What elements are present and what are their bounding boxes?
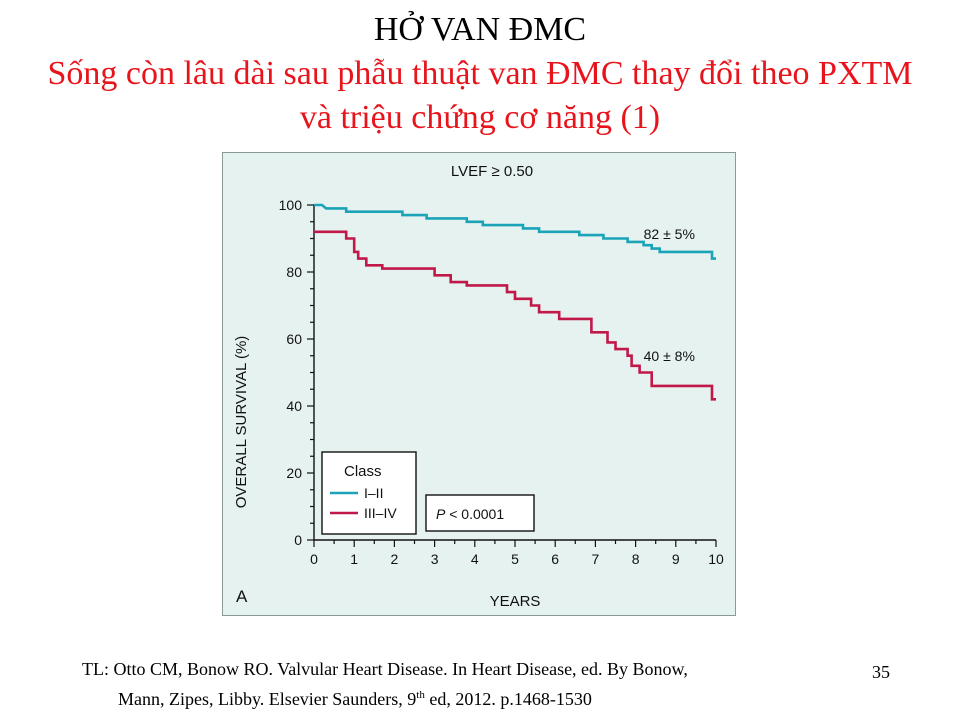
reference-line-2-start: Mann, Zipes, Libby. Elsevier Saunders, 9 [118, 689, 417, 709]
x-tick-label: 5 [511, 551, 519, 567]
x-tick-label: 2 [391, 551, 399, 567]
y-tick-label: 0 [294, 532, 302, 548]
survival-chart: LVEF ≥ 0.50 A YEARS OVERALL SURVIVAL (%)… [222, 152, 736, 616]
panel-label: A [236, 587, 248, 606]
reference-line-1: TL: Otto CM, Bonow RO. Valvular Heart Di… [82, 659, 688, 679]
y-tick-label: 40 [286, 398, 302, 414]
p-value-text: P < 0.0001 [436, 506, 504, 522]
y-tick-label: 20 [286, 465, 302, 481]
legend-label-class-iii-iv: III–IV [364, 505, 397, 521]
x-tick-label: 6 [551, 551, 559, 567]
reference: TL: Otto CM, Bonow RO. Valvular Heart Di… [82, 656, 842, 712]
x-tick-label: 9 [672, 551, 680, 567]
x-axis-label: YEARS [490, 593, 541, 610]
y-tick-label: 60 [286, 331, 302, 347]
slide-number: 35 [872, 662, 890, 682]
x-tick-label: 10 [708, 551, 724, 567]
legend-title: Class [344, 463, 382, 480]
series-line-class-iii-iv [314, 230, 716, 401]
legend: Class I–II III–IV [321, 451, 417, 535]
reference-line-2: Mann, Zipes, Libby. Elsevier Saunders, 9… [82, 682, 842, 712]
slide-title: HỞ VAN ĐMC [373, 11, 587, 48]
p-value-box: P < 0.0001 [425, 494, 535, 532]
x-tick-label: 4 [471, 551, 479, 567]
x-tick-label: 8 [632, 551, 640, 567]
x-tick-label: 0 [310, 551, 318, 567]
chart-background [222, 152, 736, 616]
slide-subtitle: Sống còn lâu dài sau phẫu thuật van ĐMC … [47, 55, 913, 136]
reference-line-2-end: ed, 2012. p.1468-1530 [424, 689, 592, 709]
series-end-label-class-iii-iv: 40 ± 8% [644, 348, 695, 364]
y-tick-label: 80 [286, 264, 302, 280]
p-value-symbol: P [436, 506, 446, 522]
p-value-rest: < 0.0001 [445, 506, 504, 522]
reference-edition-suffix: th [416, 689, 425, 701]
y-tick-label: 100 [279, 197, 303, 213]
x-tick-label: 1 [350, 551, 358, 567]
survival-chart-svg: LVEF ≥ 0.50 A YEARS OVERALL SURVIVAL (%)… [222, 152, 736, 616]
legend-label-class-i-ii: I–II [364, 485, 383, 501]
y-axis-label: OVERALL SURVIVAL (%) [233, 336, 250, 509]
series-line-class-i-ii [314, 203, 716, 260]
series-layer: 82 ± 5% 40 ± 8% [314, 203, 716, 401]
series-end-label-class-i-ii: 82 ± 5% [644, 226, 695, 242]
x-tick-label: 3 [431, 551, 439, 567]
x-tick-label: 7 [592, 551, 600, 567]
chart-title: LVEF ≥ 0.50 [451, 163, 533, 180]
p-value-frame [425, 494, 535, 532]
